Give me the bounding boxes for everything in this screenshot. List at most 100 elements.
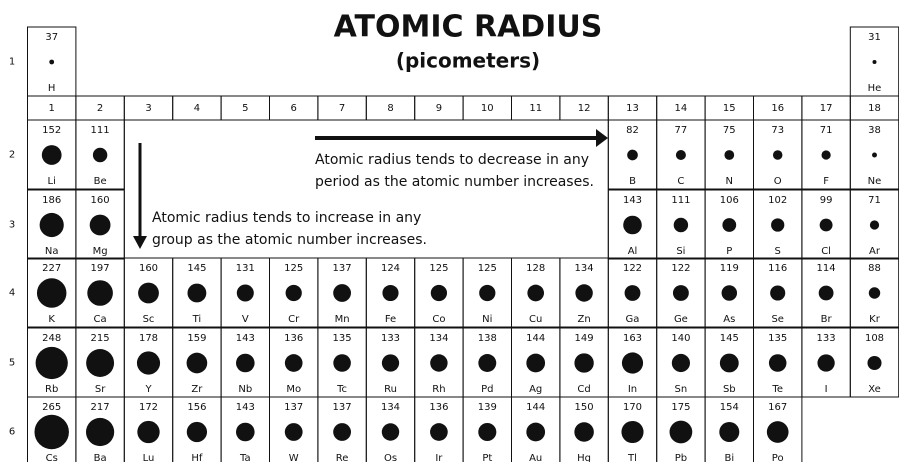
element-cell	[75, 189, 125, 260]
radius-dot	[333, 423, 352, 441]
radius-dot	[724, 150, 735, 160]
radius-dot	[86, 349, 115, 377]
radius-label: 217	[91, 402, 110, 413]
element-symbol: Fe	[385, 314, 396, 325]
period-label: 4	[9, 288, 15, 299]
radius-dot	[430, 423, 448, 441]
group-label: 3	[145, 103, 151, 114]
radius-dot	[39, 212, 64, 238]
element-symbol: V	[242, 314, 249, 325]
radius-dot	[236, 353, 255, 373]
radius-label: 160	[91, 195, 110, 206]
radius-dot	[627, 149, 638, 161]
radius-dot	[136, 351, 161, 375]
element-symbol: Re	[336, 453, 349, 462]
element-symbol: K	[48, 314, 55, 325]
radius-dot	[333, 354, 351, 372]
annotation: group as the atomic number increases.	[152, 232, 427, 248]
element-symbol: Mn	[335, 314, 350, 325]
radius-dot	[85, 417, 115, 447]
radius-dot	[381, 354, 400, 372]
radius-label: 75	[723, 125, 736, 136]
radius-label: 125	[429, 263, 448, 274]
element-symbol: Mo	[286, 384, 301, 395]
radius-label: 125	[478, 263, 497, 274]
element-symbol: Sb	[723, 384, 736, 395]
period-label: 5	[9, 358, 15, 369]
group-label: 4	[194, 103, 200, 114]
radius-label: 122	[623, 263, 642, 274]
radius-label: 108	[865, 333, 884, 344]
radius-dot	[821, 150, 831, 160]
group-label: 15	[723, 103, 736, 114]
radius-dot	[671, 353, 691, 373]
element-symbol: As	[723, 314, 735, 325]
arrow-head	[596, 129, 608, 147]
radius-dot	[381, 423, 400, 441]
radius-dot	[34, 414, 69, 450]
element-cell	[27, 26, 77, 97]
radius-label: 175	[671, 402, 690, 413]
element-symbol: Xe	[868, 384, 881, 395]
period-label: 6	[9, 427, 15, 438]
radius-dot	[574, 422, 594, 442]
radius-label: 106	[720, 195, 739, 206]
group-label: 9	[436, 103, 442, 114]
radius-label: 77	[675, 125, 688, 136]
radius-label: 134	[381, 402, 400, 413]
radius-label: 156	[187, 402, 206, 413]
radius-dot	[284, 423, 303, 441]
radius-dot	[36, 278, 67, 308]
period-label: 2	[9, 150, 15, 161]
element-symbol: Bi	[724, 453, 734, 462]
element-symbol: Ti	[192, 314, 202, 325]
radius-dot	[430, 354, 448, 372]
group-label: 17	[820, 103, 833, 114]
radius-label: 178	[139, 333, 158, 344]
element-symbol: Cd	[577, 384, 590, 395]
element-symbol: Hf	[191, 453, 203, 462]
element-symbol: Hg	[577, 453, 591, 462]
radius-dot	[87, 280, 113, 306]
radius-dot	[526, 353, 546, 373]
radius-dot	[721, 285, 738, 301]
radius-label: 215	[91, 333, 110, 344]
element-symbol: Sr	[95, 384, 106, 395]
radius-dot	[187, 283, 207, 303]
element-symbol: Kr	[869, 314, 881, 325]
radius-label: 137	[284, 402, 303, 413]
element-cell	[753, 396, 803, 462]
element-symbol: Pt	[482, 453, 492, 462]
radius-label: 160	[139, 263, 158, 274]
radius-label: 172	[139, 402, 158, 413]
element-symbol: Zn	[577, 314, 590, 325]
element-symbol: Ru	[384, 384, 397, 395]
radius-label: 197	[91, 263, 110, 274]
element-symbol: Sn	[675, 384, 688, 395]
element-symbol: Si	[676, 246, 685, 257]
group-label: 7	[339, 103, 345, 114]
radius-label: 170	[623, 402, 642, 413]
element-symbol: O	[774, 176, 782, 187]
radius-label: 135	[768, 333, 787, 344]
radius-label: 136	[284, 333, 303, 344]
radius-dot	[872, 152, 877, 158]
radius-dot	[772, 150, 783, 160]
radius-label: 133	[381, 333, 400, 344]
radius-dot	[186, 352, 208, 374]
radius-label: 150	[575, 402, 594, 413]
radius-label: 124	[381, 263, 400, 274]
radius-dot	[430, 284, 448, 302]
radius-label: 31	[868, 32, 881, 43]
radius-dot	[35, 346, 68, 380]
radius-label: 144	[526, 402, 545, 413]
radius-label: 71	[820, 125, 833, 136]
radius-label: 131	[236, 263, 255, 274]
radius-label: 138	[478, 333, 497, 344]
element-symbol: B	[629, 176, 636, 187]
element-symbol: Tc	[336, 384, 347, 395]
element-symbol: Ge	[674, 314, 688, 325]
radius-dot	[722, 218, 737, 232]
radius-dot	[770, 285, 786, 301]
annotation: Atomic radius tends to decrease in any	[315, 152, 589, 168]
